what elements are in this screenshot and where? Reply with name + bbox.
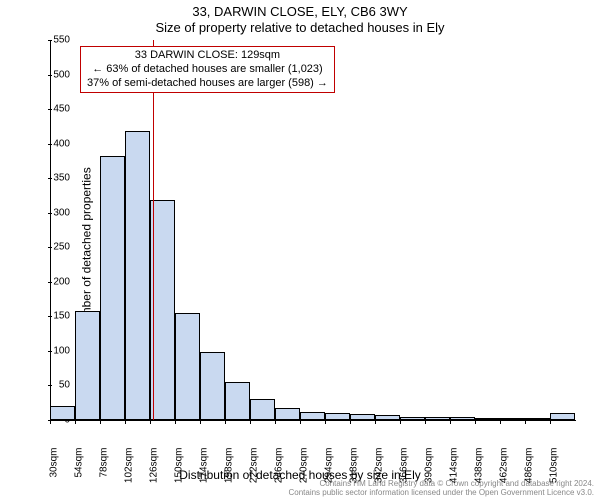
xtick-mark [275,420,276,424]
ytick-label: 350 [40,173,70,184]
ytick-label: 550 [40,35,70,46]
xtick-label: 462sqm [499,448,510,488]
histogram-bar [475,418,500,420]
ytick-mark [48,144,52,145]
xtick-mark [200,420,201,424]
histogram-bar [400,417,425,420]
xtick-label: 246sqm [274,448,285,488]
ytick-mark [48,385,52,386]
xtick-mark [525,420,526,424]
annotation-line-2: ← 63% of detached houses are smaller (1,… [87,63,328,77]
xtick-mark [375,420,376,424]
histogram-bar [250,399,275,420]
xtick-mark [250,420,251,424]
xtick-label: 414sqm [449,448,460,488]
histogram-bar [550,413,575,420]
xtick-mark [400,420,401,424]
histogram-bar [425,417,450,420]
xtick-mark [425,420,426,424]
xtick-label: 366sqm [399,448,410,488]
histogram-bar [300,412,325,420]
xtick-label: 54sqm [74,448,85,488]
annotation-line-1: 33 DARWIN CLOSE: 129sqm [87,49,328,63]
xtick-label: 486sqm [524,448,535,488]
xtick-label: 270sqm [299,448,310,488]
xtick-label: 390sqm [424,448,435,488]
xtick-mark [550,420,551,424]
chart-title-main: 33, DARWIN CLOSE, ELY, CB6 3WY [0,4,600,19]
xtick-label: 438sqm [474,448,485,488]
ytick-label: 500 [40,69,70,80]
ytick-label: 150 [40,311,70,322]
histogram-bar [200,352,225,420]
xtick-mark [325,420,326,424]
ytick-label: 50 [40,380,70,391]
ytick-mark [48,40,52,41]
ytick-label: 450 [40,104,70,115]
histogram-bar [375,415,400,420]
xtick-label: 222sqm [249,448,260,488]
xtick-label: 510sqm [549,448,560,488]
xtick-label: 318sqm [349,448,360,488]
xtick-label: 174sqm [199,448,210,488]
xtick-mark [100,420,101,424]
xtick-mark [300,420,301,424]
histogram-bar [325,413,350,420]
xtick-label: 294sqm [324,448,335,488]
xtick-mark [50,420,51,424]
histogram-bar [350,414,375,420]
ytick-mark [48,178,52,179]
ytick-mark [48,109,52,110]
xtick-label: 342sqm [374,448,385,488]
xtick-mark [175,420,176,424]
ytick-mark [48,213,52,214]
xtick-label: 198sqm [224,448,235,488]
xtick-mark [125,420,126,424]
histogram-bar [100,156,125,420]
histogram-bar [525,418,550,420]
chart-container: 33, DARWIN CLOSE, ELY, CB6 3WY Size of p… [0,0,600,500]
xtick-label: 126sqm [149,448,160,488]
histogram-bar [450,417,475,420]
xtick-label: 78sqm [99,448,110,488]
ytick-mark [48,282,52,283]
ytick-label: 300 [40,207,70,218]
ytick-mark [48,247,52,248]
histogram-bar [50,406,75,420]
ytick-mark [48,75,52,76]
ytick-label: 200 [40,276,70,287]
ytick-label: 400 [40,138,70,149]
annotation-line-3: 37% of semi-detached houses are larger (… [87,77,328,91]
histogram-bar [500,418,525,420]
footer-line-2: Contains public sector information licen… [288,489,594,498]
xtick-label: 102sqm [124,448,135,488]
xtick-label: 150sqm [174,448,185,488]
xtick-label: 30sqm [49,448,60,488]
ytick-mark [48,316,52,317]
xtick-mark [225,420,226,424]
histogram-bar [175,313,200,420]
xtick-mark [475,420,476,424]
histogram-bar [125,131,150,420]
xtick-mark [350,420,351,424]
xtick-mark [450,420,451,424]
xtick-mark [75,420,76,424]
histogram-bar [225,382,250,420]
chart-title-sub: Size of property relative to detached ho… [0,20,600,35]
annotation-box: 33 DARWIN CLOSE: 129sqm← 63% of detached… [80,46,335,93]
reference-line [153,40,154,420]
xtick-mark [500,420,501,424]
ytick-mark [48,351,52,352]
histogram-bar [75,311,100,420]
histogram-bar [275,408,300,420]
xtick-mark [150,420,151,424]
ytick-label: 100 [40,345,70,356]
ytick-label: 250 [40,242,70,253]
